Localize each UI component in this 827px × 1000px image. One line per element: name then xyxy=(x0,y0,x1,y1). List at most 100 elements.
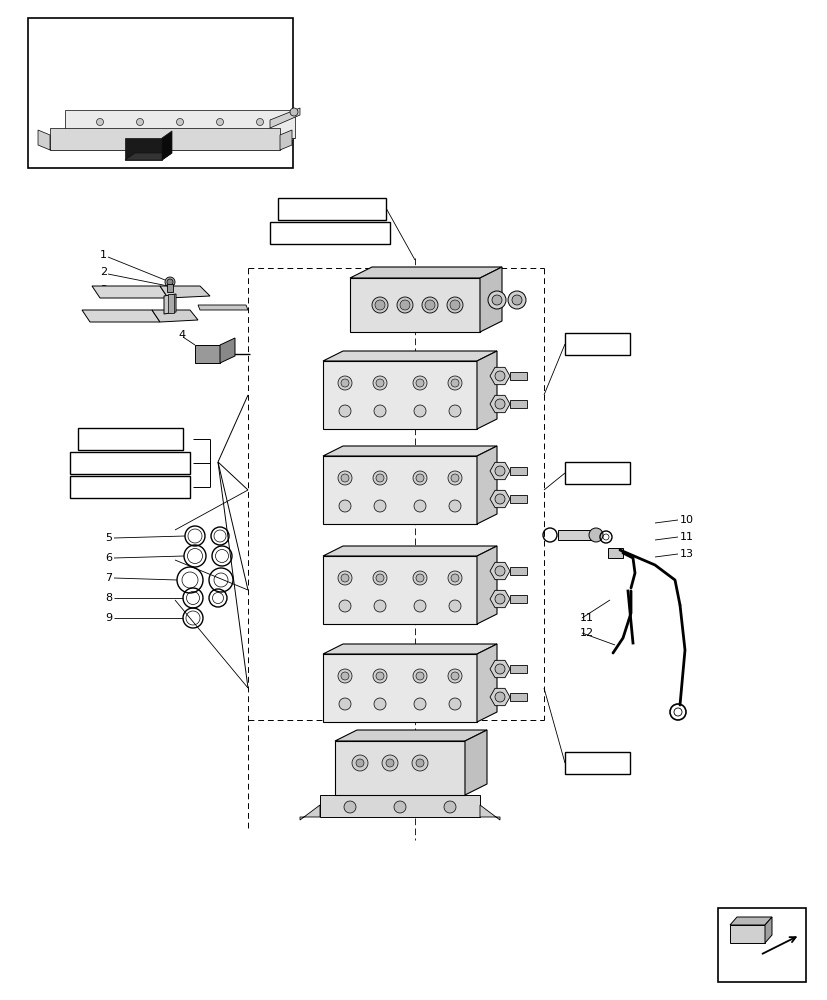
Polygon shape xyxy=(270,108,299,128)
Circle shape xyxy=(415,474,423,482)
Circle shape xyxy=(256,119,263,126)
Circle shape xyxy=(372,471,386,485)
Circle shape xyxy=(588,528,602,542)
Circle shape xyxy=(415,672,423,680)
Circle shape xyxy=(448,698,461,710)
Circle shape xyxy=(451,672,458,680)
Polygon shape xyxy=(152,310,198,322)
Text: PAG.1: PAG.1 xyxy=(571,466,605,480)
Polygon shape xyxy=(195,345,220,363)
Polygon shape xyxy=(729,925,764,943)
Circle shape xyxy=(448,500,461,512)
Text: PAG.1: PAG.1 xyxy=(571,756,605,770)
Circle shape xyxy=(495,594,504,604)
Polygon shape xyxy=(509,567,526,575)
Circle shape xyxy=(394,801,405,813)
Circle shape xyxy=(487,291,505,309)
Circle shape xyxy=(413,471,427,485)
Polygon shape xyxy=(350,278,480,332)
Circle shape xyxy=(374,500,385,512)
Circle shape xyxy=(356,759,364,767)
Circle shape xyxy=(511,295,521,305)
Circle shape xyxy=(337,471,351,485)
Polygon shape xyxy=(490,490,509,508)
Text: 10: 10 xyxy=(679,515,693,525)
Circle shape xyxy=(375,672,384,680)
Polygon shape xyxy=(490,462,509,480)
Polygon shape xyxy=(65,110,294,138)
Circle shape xyxy=(413,571,427,585)
Polygon shape xyxy=(729,917,771,925)
Text: 2: 2 xyxy=(100,267,107,277)
Circle shape xyxy=(448,405,461,417)
Polygon shape xyxy=(480,805,500,820)
Text: 6: 6 xyxy=(105,553,112,563)
Circle shape xyxy=(495,664,504,674)
Circle shape xyxy=(495,399,504,409)
Circle shape xyxy=(414,405,425,417)
Polygon shape xyxy=(490,688,509,706)
Polygon shape xyxy=(323,546,496,556)
Circle shape xyxy=(399,300,409,310)
Polygon shape xyxy=(323,556,476,624)
Polygon shape xyxy=(198,305,248,310)
Polygon shape xyxy=(476,351,496,429)
Circle shape xyxy=(447,471,461,485)
Polygon shape xyxy=(167,284,173,292)
Polygon shape xyxy=(509,595,526,603)
Bar xyxy=(564,752,629,774)
Circle shape xyxy=(337,669,351,683)
Polygon shape xyxy=(509,400,526,408)
Polygon shape xyxy=(168,294,174,313)
Circle shape xyxy=(447,669,461,683)
Circle shape xyxy=(372,571,386,585)
Circle shape xyxy=(449,300,460,310)
Polygon shape xyxy=(280,130,292,150)
Text: PAG.1: PAG.1 xyxy=(571,338,605,351)
Circle shape xyxy=(375,300,385,310)
Bar xyxy=(564,333,629,355)
Circle shape xyxy=(495,566,504,576)
Polygon shape xyxy=(82,310,160,322)
Circle shape xyxy=(374,698,385,710)
Circle shape xyxy=(424,300,434,310)
Circle shape xyxy=(396,297,413,313)
Circle shape xyxy=(495,371,504,381)
Circle shape xyxy=(412,755,428,771)
Circle shape xyxy=(176,119,184,126)
Circle shape xyxy=(491,295,501,305)
Polygon shape xyxy=(490,395,509,413)
Polygon shape xyxy=(476,546,496,624)
Text: 13: 13 xyxy=(679,549,693,559)
Circle shape xyxy=(341,574,348,582)
Circle shape xyxy=(338,600,351,612)
Polygon shape xyxy=(323,446,496,456)
Circle shape xyxy=(338,405,351,417)
Circle shape xyxy=(451,474,458,482)
Polygon shape xyxy=(220,338,235,363)
Circle shape xyxy=(338,500,351,512)
Polygon shape xyxy=(299,805,319,820)
Circle shape xyxy=(495,466,504,476)
Circle shape xyxy=(165,277,174,287)
Polygon shape xyxy=(323,456,476,524)
Circle shape xyxy=(337,571,351,585)
Circle shape xyxy=(447,297,462,313)
Circle shape xyxy=(338,698,351,710)
Polygon shape xyxy=(509,467,526,475)
Polygon shape xyxy=(323,361,476,429)
Polygon shape xyxy=(164,294,176,314)
Circle shape xyxy=(495,494,504,504)
Circle shape xyxy=(508,291,525,309)
Bar xyxy=(564,462,629,484)
Circle shape xyxy=(375,574,384,582)
Polygon shape xyxy=(509,693,526,701)
Text: 1.92.82/02: 1.92.82/02 xyxy=(275,227,339,239)
Circle shape xyxy=(447,571,461,585)
Polygon shape xyxy=(335,730,486,741)
Text: 9: 9 xyxy=(105,613,112,623)
Circle shape xyxy=(341,672,348,680)
Polygon shape xyxy=(323,644,496,654)
Polygon shape xyxy=(509,495,526,503)
Circle shape xyxy=(372,669,386,683)
